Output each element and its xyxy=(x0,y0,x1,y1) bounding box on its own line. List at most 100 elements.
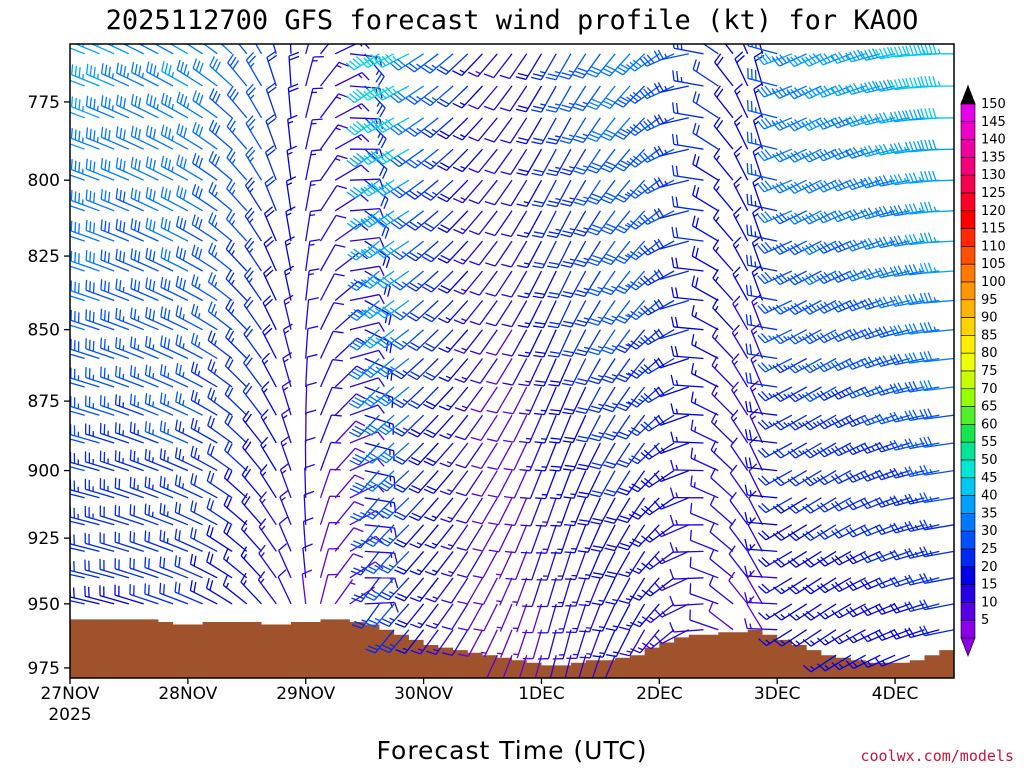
wind-barb xyxy=(278,516,292,552)
wind-barb xyxy=(245,83,263,119)
wind-barb xyxy=(549,442,572,472)
wind-barb xyxy=(572,85,601,112)
wind-barb xyxy=(175,246,203,272)
wind-barb xyxy=(262,265,277,301)
wind-barb xyxy=(750,352,764,388)
wind-barb xyxy=(278,543,292,579)
wind-barb xyxy=(277,569,292,605)
wind-barb xyxy=(130,125,159,150)
wind-barb xyxy=(545,53,572,81)
wind-barb xyxy=(757,550,793,568)
wind-barb xyxy=(920,139,954,151)
y-tick-label: 850 xyxy=(28,321,60,341)
wind-barb xyxy=(518,358,543,387)
wind-barb xyxy=(516,148,543,176)
wind-barb xyxy=(362,386,395,407)
wind-barb xyxy=(130,94,159,119)
wind-barb xyxy=(689,502,719,526)
wind-barb xyxy=(258,518,277,552)
wind-barb xyxy=(454,329,484,354)
wind-barb xyxy=(904,438,940,450)
wind-barb xyxy=(305,56,324,87)
x-tick-label: 27NOV xyxy=(40,684,99,704)
colorbar-top-arrow xyxy=(960,84,976,105)
wind-barb xyxy=(425,577,454,603)
wind-barb xyxy=(115,337,144,360)
wind-barb xyxy=(787,270,822,286)
colorbar-label: 40 xyxy=(981,489,998,504)
wind-barb xyxy=(533,386,557,416)
wind-barb xyxy=(363,524,395,548)
wind-barb xyxy=(653,414,690,426)
wind-barb xyxy=(711,327,734,359)
wind-barb xyxy=(484,148,513,175)
wind-barb xyxy=(85,189,115,212)
wind-barb xyxy=(442,629,469,657)
wind-barb xyxy=(710,440,734,472)
wind-barb xyxy=(319,273,345,301)
wind-barb xyxy=(281,380,292,416)
wind-barb xyxy=(259,464,277,499)
wind-barb xyxy=(456,524,484,551)
wind-barb xyxy=(588,329,616,356)
wind-barb xyxy=(439,470,469,496)
wind-barb xyxy=(801,357,837,374)
wind-barb xyxy=(626,53,660,72)
wind-barb xyxy=(503,470,528,499)
wind-barb xyxy=(281,407,292,444)
wind-barb xyxy=(115,94,144,119)
wind-barb xyxy=(573,210,601,237)
wind-barb xyxy=(830,357,866,372)
wind-barb xyxy=(116,44,144,55)
wind-barb xyxy=(349,414,380,438)
credit-text: coolwx.com/models xyxy=(860,747,1014,765)
wind-barb xyxy=(603,470,631,497)
wind-barb xyxy=(517,300,543,328)
wind-barb xyxy=(378,577,410,601)
wind-barb xyxy=(574,240,601,268)
wind-barb xyxy=(334,501,365,526)
wind-barb xyxy=(640,442,675,460)
wind-barb xyxy=(305,44,315,54)
wind-barb xyxy=(671,133,704,150)
wind-barb xyxy=(349,535,384,552)
wind-barb xyxy=(454,386,484,412)
wind-barb xyxy=(407,358,439,381)
wind-barb xyxy=(85,309,115,331)
wind-barb xyxy=(487,470,513,498)
wind-barb xyxy=(617,470,646,496)
wind-barb xyxy=(816,524,852,540)
colorbar-swatch xyxy=(960,584,976,603)
wind-barb xyxy=(627,386,660,408)
wind-barb xyxy=(407,386,439,409)
wind-barb xyxy=(573,148,601,175)
wind-barb xyxy=(919,292,954,304)
wind-barb xyxy=(319,93,349,119)
wind-barb xyxy=(226,117,248,150)
wind-barb xyxy=(535,497,557,527)
wind-barb xyxy=(192,90,218,119)
wind-barb xyxy=(303,490,315,525)
wind-barb xyxy=(377,497,410,520)
wind-barb xyxy=(601,300,631,325)
wind-barb xyxy=(845,386,881,399)
wind-barb xyxy=(532,270,557,299)
wind-barb xyxy=(99,532,130,553)
wind-barb xyxy=(207,272,233,302)
colorbar-label: 10 xyxy=(981,595,998,610)
wind-barb xyxy=(758,629,793,647)
wind-barb xyxy=(772,270,807,286)
wind-barb xyxy=(830,299,866,313)
wind-barb xyxy=(242,382,263,416)
colorbar-swatch xyxy=(960,281,976,301)
wind-barb xyxy=(521,551,543,581)
wind-barb xyxy=(874,603,911,615)
wind-barb xyxy=(501,329,528,357)
wind-barb xyxy=(190,361,218,388)
wind-barb xyxy=(830,386,866,400)
wind-barb xyxy=(561,300,587,328)
wind-barb xyxy=(115,248,144,272)
wind-barb xyxy=(319,330,344,359)
wind-barb xyxy=(639,299,675,316)
